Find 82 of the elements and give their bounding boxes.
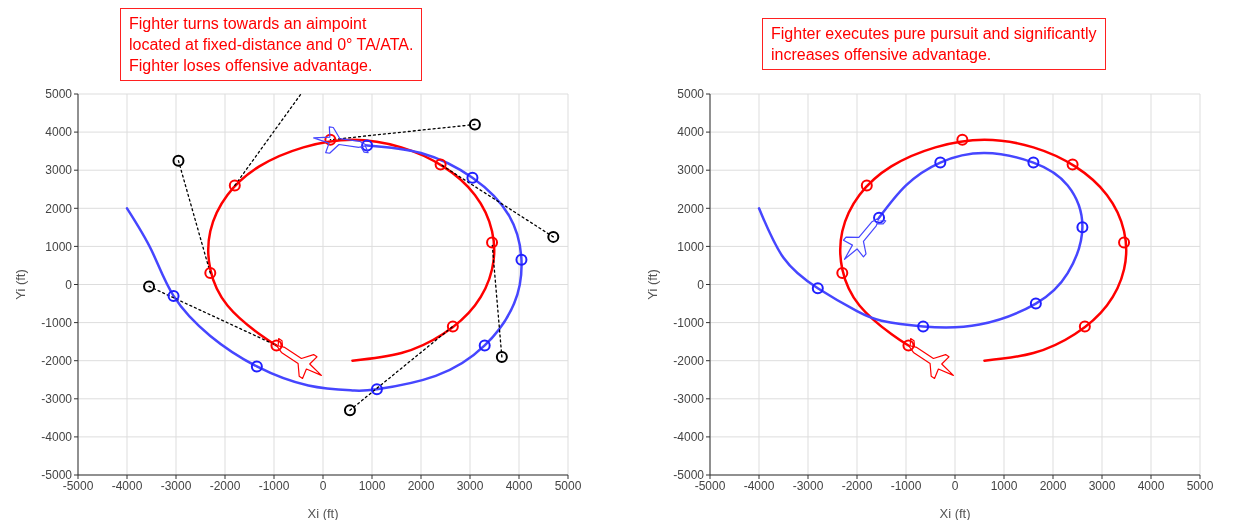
x-tick-label: 5000 (554, 478, 582, 493)
y-tick-label: 3000 (45, 163, 73, 178)
x-tick-label: -2000 (841, 478, 873, 493)
point (1029, 297, 1042, 310)
y-tick-label: -1000 (673, 315, 705, 330)
x-tick-label: 0 (319, 478, 327, 493)
point (547, 230, 560, 243)
point (468, 118, 481, 131)
point (836, 267, 849, 280)
text: Fighter executes pure pursuit and significantly increases offensive advantage. (762, 18, 1106, 70)
x-tick-label: 1000 (358, 478, 386, 493)
y-tick-label: -1000 (41, 315, 73, 330)
text: Fighter turns towards an aimpoint located at fixed-distance and 0° TA/ATA. Fighter loses offensive advantage. (120, 8, 423, 81)
x-tick-label: 4000 (1137, 478, 1165, 493)
point (1066, 158, 1079, 171)
point (860, 179, 873, 192)
point (370, 383, 383, 396)
point (446, 320, 459, 333)
point (343, 404, 356, 417)
y-axis-title: Yi (ft) (644, 269, 660, 300)
point (956, 133, 969, 146)
y-tick-label: -4000 (41, 430, 73, 445)
y-tick-label: 2000 (677, 201, 705, 216)
point (1076, 221, 1089, 234)
point (873, 211, 886, 224)
y-axis-title: Yi (ft) (12, 269, 28, 300)
point (495, 350, 508, 363)
y-tick-label: -3000 (41, 392, 73, 407)
y-tick-label: 4000 (45, 125, 73, 140)
y-tick-label: -2000 (673, 353, 705, 368)
point (917, 320, 930, 333)
point (250, 360, 263, 373)
y-tick-label: 1000 (45, 239, 73, 254)
y-tick-label: 1000 (677, 239, 705, 254)
x-tick-label: 4000 (505, 478, 533, 493)
x-tick-label: -4000 (743, 478, 775, 493)
x-tick-label: -3000 (792, 478, 824, 493)
point (902, 339, 915, 352)
point (270, 339, 283, 352)
x-tick-label: -5000 (694, 478, 726, 493)
point (167, 289, 180, 302)
point (1027, 156, 1040, 169)
y-tick-label: -4000 (673, 430, 705, 445)
point (204, 267, 217, 280)
y-tick-label: 0 (65, 277, 73, 292)
y-tick-label: -3000 (673, 392, 705, 407)
x-tick-label: -2000 (209, 478, 241, 493)
y-tick-label: -2000 (41, 353, 73, 368)
y-tick-label: 3000 (677, 163, 705, 178)
x-tick-label: 3000 (456, 478, 484, 493)
x-axis-title: Xi (ft) (307, 506, 339, 521)
point (811, 282, 824, 295)
y-tick-label: 5000 (45, 87, 73, 102)
point (172, 154, 185, 167)
x-tick-label: 1000 (990, 478, 1018, 493)
x-tick-label: 2000 (1039, 478, 1067, 493)
x-tick-label: -1000 (258, 478, 290, 493)
point (434, 158, 447, 171)
point (486, 236, 499, 249)
y-tick-label: 2000 (45, 201, 73, 216)
point (1078, 320, 1091, 333)
x-tick-label: 0 (951, 478, 959, 493)
point (228, 179, 241, 192)
point (515, 253, 528, 266)
point (143, 280, 156, 293)
x-tick-label: -3000 (160, 478, 192, 493)
point (361, 139, 374, 152)
y-tick-label: 0 (697, 277, 705, 292)
x-tick-label: 5000 (1186, 478, 1214, 493)
point (1118, 236, 1131, 249)
x-axis-title: Xi (ft) (939, 506, 971, 521)
y-tick-label: 5000 (677, 87, 705, 102)
x-tick-label: 2000 (407, 478, 435, 493)
y-tick-label: 4000 (677, 125, 705, 140)
point (478, 339, 491, 352)
point (934, 156, 947, 169)
x-tick-label: -1000 (890, 478, 922, 493)
point (466, 171, 479, 184)
x-tick-label: -4000 (111, 478, 143, 493)
x-tick-label: 3000 (1088, 478, 1116, 493)
point (324, 133, 337, 146)
x-tick-label: -5000 (62, 478, 94, 493)
